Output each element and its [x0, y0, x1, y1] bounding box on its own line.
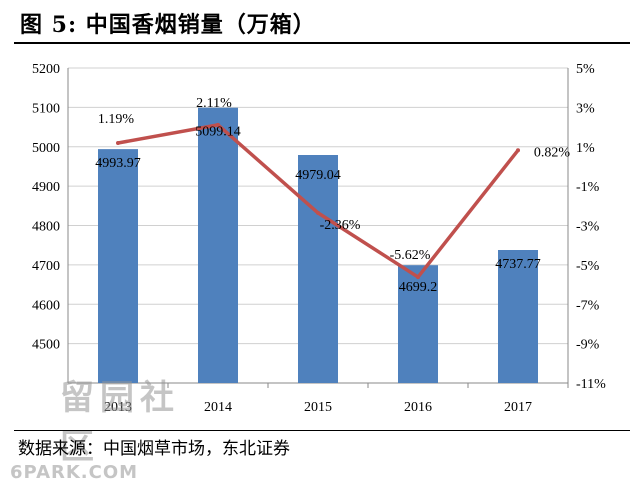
y-left-tick-label: 4600 [32, 298, 60, 313]
bar-data-label: 4979.04 [295, 168, 341, 183]
y-left-tick-label: 4700 [32, 259, 60, 274]
y-right-tick-label: -9% [576, 338, 600, 353]
growth-point [516, 148, 520, 153]
growth-point [316, 210, 320, 215]
bar [398, 265, 438, 383]
bar-data-label: 4699.2 [399, 280, 438, 295]
line-data-label: 0.82% [534, 145, 571, 160]
y-right-tick-label: 3% [576, 101, 595, 116]
data-source: 数据来源：中国烟草市场，东北证券 [18, 439, 290, 459]
bar [498, 250, 538, 383]
bar [98, 149, 138, 383]
bar [298, 155, 338, 383]
bar-data-label: 4737.77 [495, 257, 541, 272]
source-rule [14, 430, 630, 431]
cigarette-sales-chart: 5200 5100 5000 4900 4800 4700 4600 4500 5% 3% 1% -1… [32, 62, 606, 415]
y-right-tick-label: 1% [576, 141, 595, 156]
x-tick-label: 2013 [104, 400, 132, 415]
y-right-tick-label: -11% [576, 377, 606, 392]
y-left-tick-label: 4500 [32, 338, 60, 353]
y-left-tick-label: 4800 [32, 220, 60, 235]
line-data-label: 2.11% [196, 96, 232, 111]
growth-point [416, 275, 420, 280]
growth-point [216, 122, 220, 127]
title-rule [14, 42, 630, 44]
watermark-site: 6PARK.COM [10, 462, 139, 483]
bar-data-label: 5099.14 [195, 125, 241, 140]
x-tick-label: 2015 [304, 400, 332, 415]
y-right-tick-label: -7% [576, 298, 600, 313]
y-left-tick-label: 5100 [32, 101, 60, 116]
bar-data-label: 4993.97 [95, 156, 141, 171]
y-left-tick-label: 4900 [32, 180, 60, 195]
figure-title: 图 5: 中国香烟销量（万箱） [20, 12, 316, 38]
line-data-label: 1.19% [98, 112, 135, 127]
y-right-tick-label: -1% [576, 180, 600, 195]
x-tick-label: 2014 [204, 400, 232, 415]
x-tick-label: 2017 [504, 400, 532, 415]
bar [198, 107, 238, 383]
y-left-tick-label: 5200 [32, 62, 60, 77]
x-tick-label: 2016 [404, 400, 432, 415]
growth-point [116, 141, 120, 146]
report-figure: 图 5: 中国香烟销量（万箱） 5200 5100 5000 4900 4800 4700… [10, 12, 630, 483]
y-right-tick-label: -3% [576, 220, 600, 235]
y-left-tick-label: 5000 [32, 141, 60, 156]
y-right-tick-label: 5% [576, 62, 595, 77]
line-data-label: -2.36% [320, 218, 361, 233]
line-data-label: -5.62% [390, 248, 431, 263]
y-right-tick-label: -5% [576, 259, 600, 274]
